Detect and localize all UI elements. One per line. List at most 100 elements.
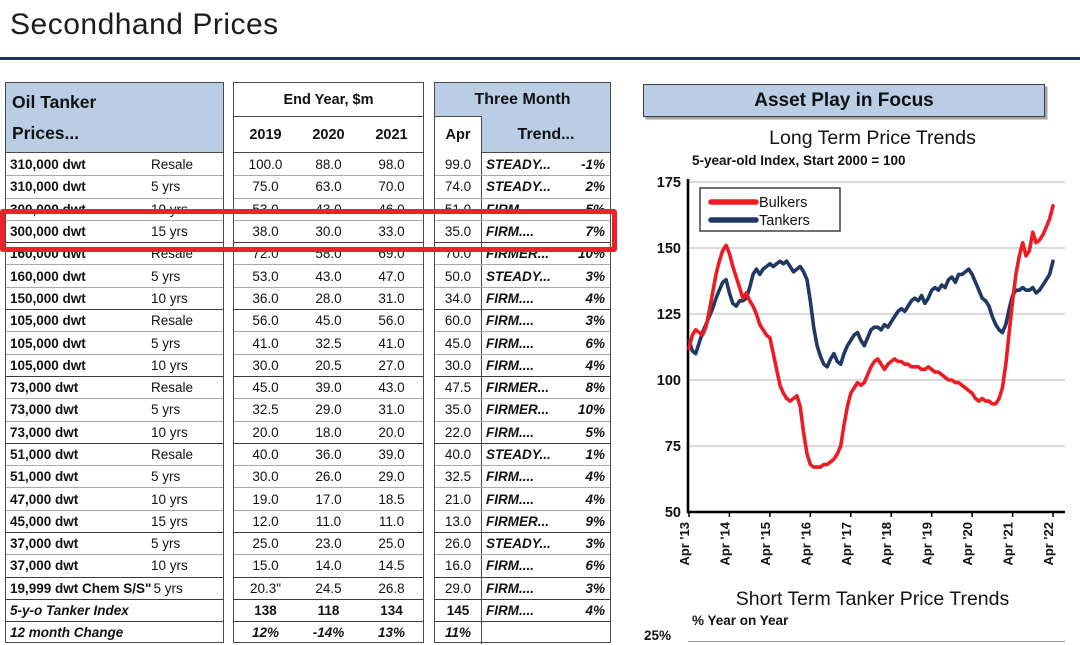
- vessel-label: 47,000 dwt: [10, 491, 79, 507]
- vessel-label: 19,999 dwt Chem S/S": [10, 580, 152, 596]
- vessel-label: 12 month Change: [10, 625, 124, 641]
- price-value: 56.0: [378, 313, 405, 329]
- vessel-label: 150,000 dwt: [10, 290, 86, 306]
- x-tick-label: Apr '16: [798, 522, 813, 566]
- legend-box: [699, 187, 841, 232]
- table-row: 75.0 63.0 70.0: [234, 175, 423, 197]
- trend-cell: STEADY... 3%: [482, 269, 610, 284]
- table-row: 150,000 dwt 10 yrs: [6, 286, 223, 309]
- trend-cell: STEADY... -1%: [482, 157, 610, 172]
- price-value: 31.0: [378, 402, 405, 418]
- table-row: 15.0 14.0 14.5: [234, 554, 423, 576]
- trend-cell: FIRM.... 5%: [482, 425, 610, 440]
- table-row: 310,000 dwt 5 yrs: [6, 175, 223, 197]
- table-row: 74.0 STEADY... 2%: [435, 175, 610, 198]
- price-value: 30.0: [252, 357, 279, 373]
- table-row: 45.0 39.0 43.0: [234, 375, 423, 398]
- x-tick-label: Apr '22: [1041, 522, 1056, 566]
- legend-label: Bulkers: [759, 195, 807, 211]
- price-value: 15.0: [252, 558, 279, 574]
- price-value: 100.0: [248, 156, 283, 172]
- vessel-age: 5 yrs: [151, 536, 181, 552]
- apr-value: 145: [435, 599, 482, 622]
- price-value: 45.0: [252, 380, 279, 396]
- price-value: 20.3": [249, 580, 282, 596]
- vessel-age: 5 yrs: [153, 580, 183, 596]
- trend-cell: FIRMER... 8%: [482, 380, 610, 395]
- price-value: 13%: [377, 625, 406, 641]
- long-term-price-chart: 50 75 100 125 150 175 Apr '13 Apr '14 Apr '15 Apr…: [657, 175, 1065, 566]
- table-row: 310,000 dwt Resale: [6, 153, 223, 175]
- year-2020-label: 2020: [312, 126, 345, 143]
- table-row: 32.5 FIRM.... 4%: [435, 465, 610, 488]
- y-tick-label: 75: [665, 439, 681, 455]
- vessel-age: 10 yrs: [151, 558, 188, 574]
- trend-cell: FIRM.... 3%: [482, 581, 610, 596]
- table-row: 100.0 88.0 98.0: [234, 153, 423, 175]
- price-value: 27.0: [378, 357, 405, 373]
- price-value: 20.0: [252, 424, 279, 440]
- trend-column-header: Trend...: [517, 125, 575, 143]
- price-value: 39.0: [378, 447, 405, 462]
- trend-cell: STEADY... 1%: [482, 447, 610, 462]
- price-value: 18.0: [315, 424, 342, 440]
- price-value: 29.0: [315, 402, 342, 418]
- table-row: 19.0 17.0 18.5: [234, 487, 423, 509]
- table-row: 5-y-o Tanker Index: [6, 598, 223, 621]
- table-row: 60.0 FIRM.... 3%: [435, 309, 610, 332]
- trend-label: FIRM....: [486, 580, 534, 596]
- vessel-label: 105,000 dwt: [10, 313, 86, 329]
- price-value: 26.8: [378, 580, 405, 596]
- trend-percent: 4%: [585, 469, 605, 485]
- price-value: 30.0: [315, 224, 342, 240]
- price-value: 20.5: [315, 357, 342, 373]
- apr-value: 26.0: [435, 533, 482, 555]
- table-row: 105,000 dwt Resale: [6, 309, 223, 331]
- vessel-age: 15 yrs: [151, 513, 188, 529]
- trend-cell: FIRM.... 4%: [482, 291, 610, 306]
- vessel-label: 105,000 dwt: [10, 357, 86, 373]
- trend-percent: -1%: [580, 156, 605, 172]
- price-value: 43.0: [315, 268, 342, 284]
- trend-label: FIRMER...: [486, 513, 549, 529]
- table-row: 41.0 32.5 41.0: [234, 331, 423, 353]
- table-row: 47,000 dwt 10 yrs: [6, 487, 223, 509]
- three-month-header: Three Month Apr Trend...: [435, 83, 610, 153]
- y-tick-label: 150: [657, 241, 681, 257]
- y-tick-label: 125: [657, 307, 681, 323]
- short-term-first-ytick: 25%: [644, 628, 672, 643]
- end-year-header: End Year, $m: [234, 83, 423, 117]
- table-row: 73,000 dwt 10 yrs: [6, 420, 223, 443]
- table-row: 13.0 FIRMER... 9%: [435, 509, 610, 533]
- apr-value: 32.5: [435, 466, 482, 488]
- chart-legend: Bulkers Tankers: [699, 187, 841, 232]
- trend-cell: FIRM.... 3%: [482, 313, 610, 328]
- trend-percent: 10%: [577, 402, 605, 418]
- x-tick-label: Apr '21: [1001, 522, 1016, 566]
- table-row: 35.0 FIRMER... 10%: [435, 398, 610, 421]
- oil-tanker-header-line1: Oil Tanker: [12, 92, 97, 112]
- price-value: 40.0: [252, 447, 279, 462]
- table-row: 20.0 18.0 20.0: [234, 420, 423, 443]
- trend-percent: 3%: [585, 536, 605, 552]
- vessel-label: 73,000 dwt: [10, 380, 79, 396]
- trend-percent: 7%: [585, 224, 605, 240]
- vessel-label: 300,000 dwt: [10, 224, 86, 240]
- table-row: 21.0 FIRM.... 4%: [435, 487, 610, 510]
- table-row: 105,000 dwt 5 yrs: [6, 331, 223, 353]
- trend-percent: 5%: [585, 424, 605, 440]
- table-row: 12.0 11.0 11.0: [234, 509, 423, 532]
- x-tick-label: Apr '20: [960, 522, 975, 566]
- trend-label: FIRMER...: [486, 402, 549, 418]
- trend-label: FIRM....: [486, 491, 534, 507]
- table-row: 51,000 dwt Resale: [6, 442, 223, 465]
- long-term-chart-subtitle: 5-year-old Index, Start 2000 = 100: [692, 153, 906, 168]
- table-row: 300,000 dwt 15 yrs: [6, 219, 223, 242]
- trend-percent: 4%: [585, 290, 605, 306]
- price-value: -14%: [312, 625, 345, 641]
- apr-value: 13.0: [435, 510, 482, 533]
- price-value: 29.0: [378, 469, 405, 485]
- table-row: 36.0 28.0 31.0: [234, 286, 423, 309]
- table-row: 37,000 dwt 10 yrs: [6, 554, 223, 576]
